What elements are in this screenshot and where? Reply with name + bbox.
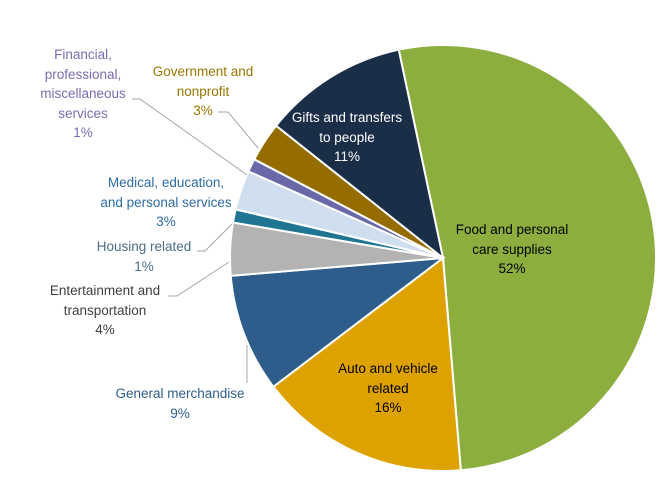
leader-line-housing	[197, 223, 233, 252]
data-label-gifts: Gifts and transfers to people 11%	[291, 110, 403, 164]
data-label-auto: Auto and vehicle related 16%	[338, 361, 438, 415]
data-label-medical: Medical, education, and personal services…	[100, 175, 232, 229]
pie-slice-general-merchandise	[229, 256, 447, 389]
pie-slice-food-and-personal-care-supplies	[397, 44, 657, 472]
pie-slice-gifts-and-transfers-to-people	[274, 48, 445, 261]
data-label-entertainment: Entertainment and transportation 4%	[49, 283, 161, 337]
leader-line-entertainment	[168, 261, 230, 297]
pie-slice-auto-and-vehicle-related	[271, 256, 462, 472]
data-label-government: Government and nonprofit 3%	[152, 64, 254, 118]
data-label-general-merchandise: General merchandise 9%	[115, 386, 245, 421]
data-label-food: Food and personal care supplies 52%	[455, 222, 569, 276]
leader-line-government	[218, 111, 259, 149]
data-label-housing: Housing related 1%	[96, 239, 192, 274]
leader-line-financial	[132, 98, 248, 176]
data-label-financial: Financial, professional, miscellaneous serv…	[40, 47, 126, 140]
